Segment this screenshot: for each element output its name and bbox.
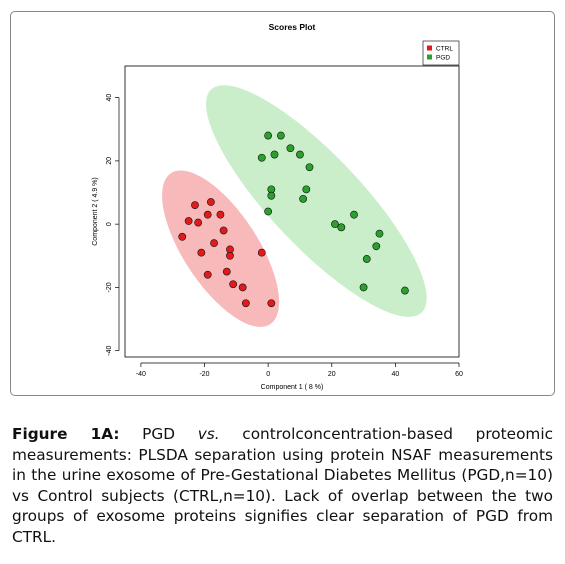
- point-pgd-13: [331, 220, 339, 229]
- point-ctrl-15: [229, 280, 238, 289]
- y-axis-label: Component 2 ( 4.9 %): [92, 177, 99, 245]
- x-tick-label--20: -20: [199, 371, 209, 378]
- point-pgd-17: [372, 242, 381, 251]
- y-tick-label-20: 20: [106, 157, 113, 165]
- point-pgd-18: [362, 255, 371, 263]
- x-tick-label--40: -40: [136, 371, 146, 378]
- caption-italic: vs.: [197, 425, 220, 443]
- point-pgd-3: [286, 144, 295, 153]
- point-pgd-9: [267, 191, 276, 200]
- y-tick-label--20: -20: [106, 282, 113, 292]
- point-ctrl-1: [191, 201, 199, 210]
- point-pgd-16: [375, 229, 384, 238]
- point-ctrl-5: [216, 210, 225, 219]
- point-ctrl-14: [222, 267, 231, 276]
- caption-text-2: controlconcentration-based proteomic mea…: [12, 425, 553, 546]
- point-pgd-5: [257, 153, 266, 162]
- scores-plot-chart: Scores Plot -40 -20 0 20 40 60 Component 1 ( 8 …: [92, 22, 463, 391]
- caption-text-1: PGD: [119, 425, 198, 443]
- point-ctrl-6: [203, 210, 212, 219]
- caption-label: Figure 1A:: [12, 425, 120, 443]
- x-tick-label-0: 0: [266, 371, 270, 378]
- point-pgd-12: [264, 207, 273, 216]
- point-ctrl-12: [226, 251, 234, 260]
- x-tick-label-60: 60: [455, 371, 463, 378]
- point-ctrl-17: [257, 248, 266, 257]
- point-pgd-14: [337, 223, 346, 232]
- figure-caption: Figure 1A: PGD vs. controlconcentration-…: [12, 424, 553, 547]
- legend-box: [422, 40, 460, 66]
- y-tick-label-40: 40: [106, 94, 113, 102]
- point-ctrl-19: [267, 299, 276, 308]
- point-pgd-19: [359, 283, 368, 292]
- legend-label-ctrl: CTRL: [436, 46, 453, 53]
- plot-panel: Scores Plot -40 -20 0 20 40 60 Component 1 ( 8 …: [10, 11, 555, 396]
- point-pgd-10: [299, 194, 308, 203]
- point-pgd-7: [305, 163, 314, 172]
- point-ctrl-8: [210, 239, 218, 248]
- point-ctrl-16: [238, 283, 247, 292]
- ellipse-ctrl: [162, 170, 280, 327]
- point-pgd-4: [270, 150, 279, 159]
- x-tick-label-20: 20: [328, 371, 336, 378]
- point-pgd-11: [302, 185, 311, 194]
- point-ctrl-4: [194, 218, 203, 227]
- legend-label-pgd: PGD: [436, 55, 450, 62]
- ellipse-pgd: [205, 85, 427, 317]
- point-pgd-15: [350, 210, 358, 219]
- chart-title: Scores Plot: [269, 22, 316, 32]
- point-ctrl-10: [197, 248, 206, 257]
- plot-border: [124, 65, 460, 358]
- point-ctrl-13: [203, 270, 212, 279]
- y-tick-label-0: 0: [106, 222, 113, 226]
- point-pgd-1: [264, 131, 273, 140]
- point-ctrl-11: [178, 232, 187, 241]
- legend-swatch-ctrl: [427, 45, 432, 51]
- point-ctrl-18: [241, 299, 250, 308]
- point-pgd-20: [401, 286, 409, 295]
- x-axis-label: Component 1 ( 8 %): [261, 384, 324, 391]
- y-tick-label--40: -40: [106, 346, 113, 356]
- point-ctrl-7: [219, 226, 228, 235]
- x-tick-label-40: 40: [391, 371, 399, 378]
- point-pgd-2: [276, 131, 285, 140]
- point-ctrl-3: [206, 198, 215, 206]
- point-ctrl-2: [184, 217, 193, 225]
- point-pgd-6: [296, 150, 304, 159]
- legend-swatch-pgd: [427, 54, 432, 60]
